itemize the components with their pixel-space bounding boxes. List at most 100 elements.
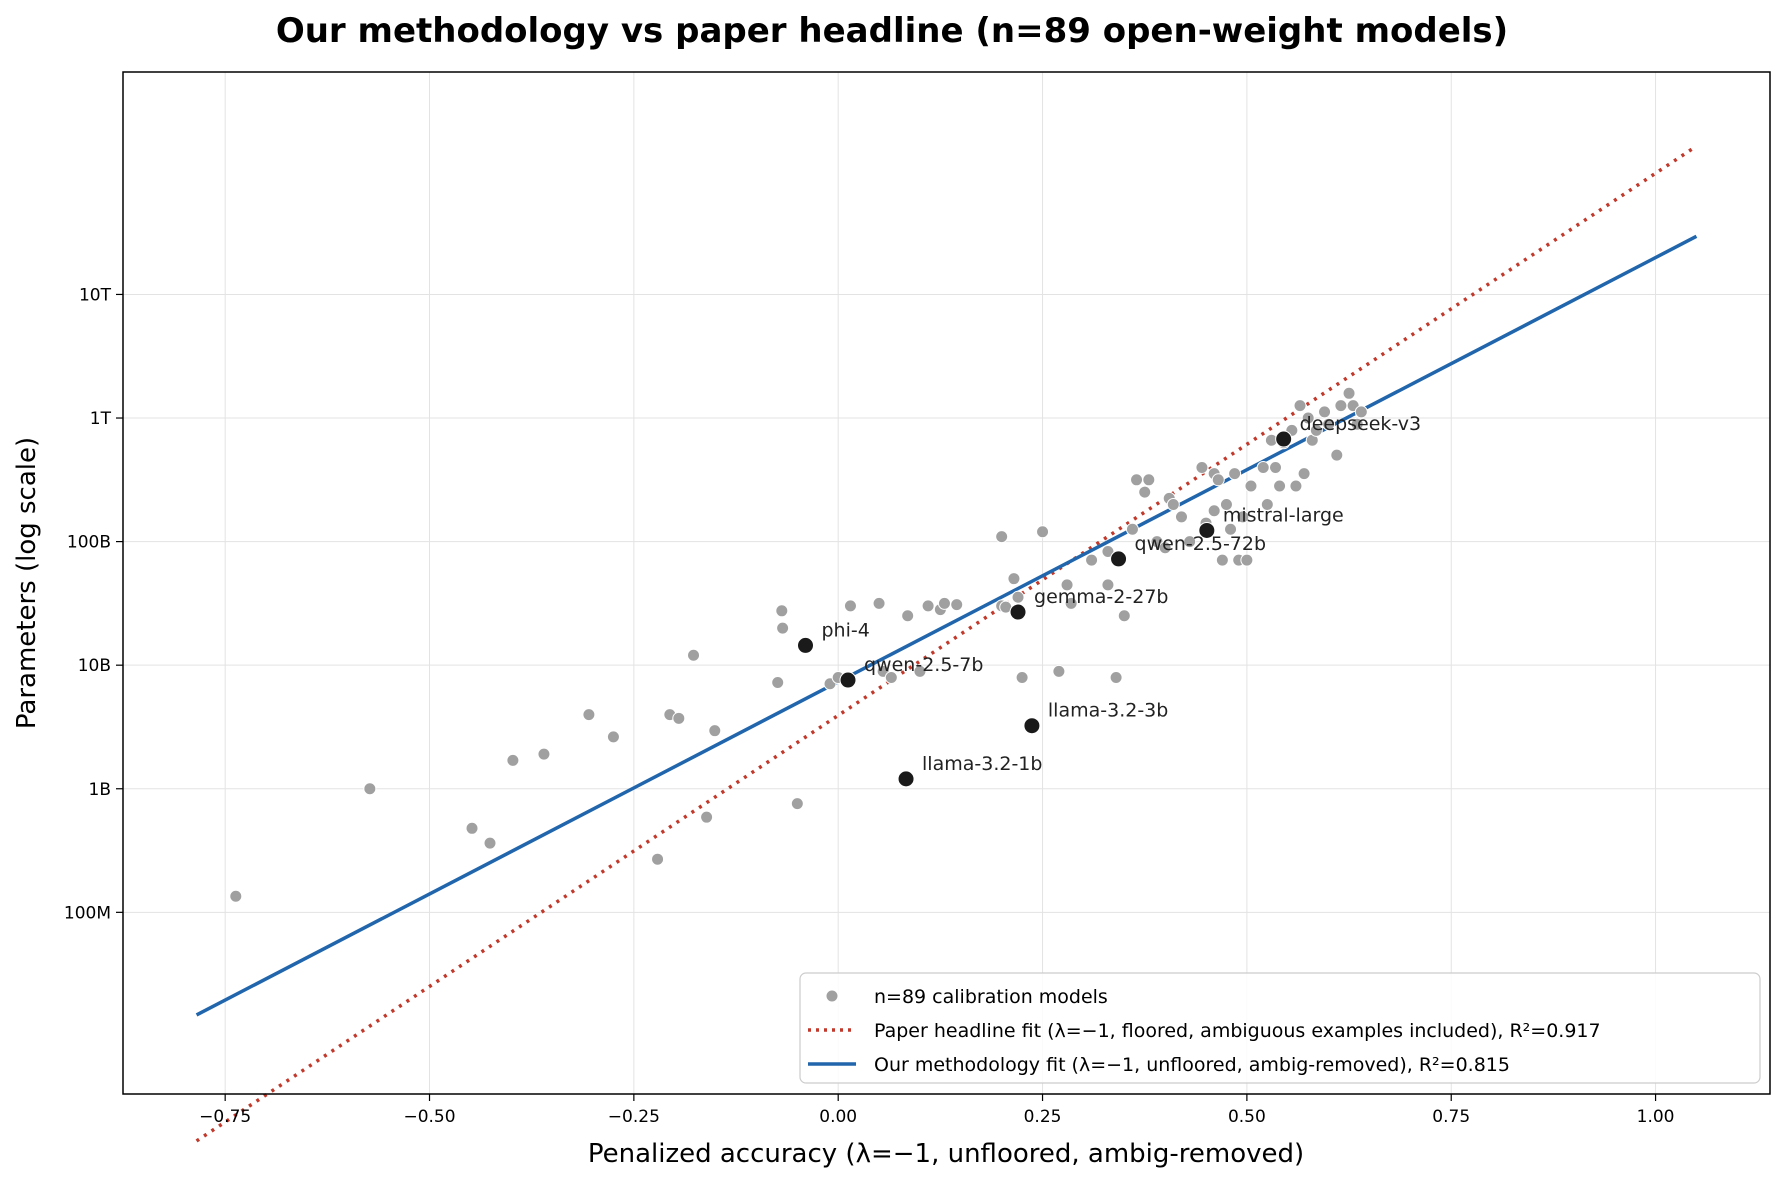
calibration-point (582, 708, 596, 722)
point-label: qwen-2.5-7b (864, 654, 983, 676)
plot-frame (122, 71, 1771, 1095)
calibration-point (1109, 671, 1123, 685)
x-tick-label: 1.00 (1637, 1107, 1675, 1127)
point-label: llama-3.2-1b (922, 753, 1042, 775)
x-tick-label: −0.50 (403, 1107, 455, 1127)
x-axis-ticks: −0.75 −0.50 −0.25 0.00 0.25 0.50 0.75 1.00 (199, 1094, 1674, 1127)
point-label: qwen-2.5-72b (1135, 533, 1267, 555)
legend: n=89 calibration models Paper headline f… (799, 972, 1761, 1084)
legend-entry-paper-fit: Paper headline fit (λ=−1, floored, ambig… (874, 1020, 1601, 1042)
calibration-point (1260, 498, 1274, 512)
highlighted-point (897, 770, 915, 788)
point-labels: phi-4 qwen-2.5-7b llama-3.2-1b gemma-2-27b l… (822, 413, 1422, 775)
grid-lines (123, 72, 1770, 1094)
calibration-point (465, 821, 479, 835)
point-label: deepseek-v3 (1300, 413, 1421, 435)
calibration-point (1330, 448, 1344, 462)
calibration-point (872, 596, 886, 610)
calibration-point (1207, 504, 1221, 518)
y-tick-label: 100M (64, 903, 111, 923)
calibration-point (1256, 460, 1270, 474)
calibration-point (708, 724, 722, 738)
calibration-point (1166, 498, 1180, 512)
calibration-point (1309, 423, 1323, 437)
y-tick-label: 10T (79, 285, 112, 305)
calibration-point (1293, 399, 1307, 413)
calibration-point (483, 836, 497, 850)
calibration-point (1174, 510, 1188, 524)
calibration-point (1036, 525, 1050, 539)
calibration-point (1322, 417, 1336, 431)
calibration-point (1158, 541, 1172, 555)
y-axis-label: Parameters (log scale) (12, 437, 42, 729)
fit-lines (195, 144, 1698, 1143)
data-points (229, 386, 1368, 903)
y-tick-label: 100B (67, 533, 111, 553)
calibration-point (537, 747, 551, 761)
point-label: gemma-2-27b (1034, 586, 1168, 608)
calibration-point (1085, 553, 1099, 567)
calibration-point (1117, 609, 1131, 623)
calibration-point (1007, 572, 1021, 586)
x-tick-label: −0.75 (199, 1107, 251, 1127)
calibration-point (995, 530, 1009, 544)
legend-entry-our-fit: Our methodology fit (λ=−1, unfloored, am… (874, 1054, 1510, 1076)
chart-title: Our methodology vs paper headline (n=89 … (276, 11, 1508, 51)
calibration-point (1060, 578, 1074, 592)
calibration-point (651, 852, 665, 866)
calibration-point (1101, 578, 1115, 592)
calibration-point (1297, 467, 1311, 481)
calibration-point (606, 730, 620, 744)
x-tick-label: 0.25 (1024, 1107, 1062, 1127)
calibration-point (843, 599, 857, 613)
y-axis-ticks: 100M 1B 10B 100B 1T 10T (64, 285, 123, 923)
calibration-point (937, 596, 951, 610)
calibration-point (1183, 535, 1197, 549)
point-label: mistral-large (1223, 504, 1344, 526)
calibration-point (1334, 399, 1348, 413)
calibration-point (950, 598, 964, 612)
calibration-point (1354, 405, 1368, 419)
y-tick-label: 1T (90, 409, 112, 429)
highlighted-point (1275, 430, 1293, 448)
calibration-point (776, 621, 790, 635)
calibration-point (1130, 473, 1144, 487)
calibration-point (1268, 460, 1282, 474)
highlighted-point (1110, 550, 1128, 568)
calibration-point (229, 889, 243, 903)
point-label: phi-4 (822, 619, 870, 641)
calibration-point (775, 604, 789, 618)
calibration-point (1101, 544, 1115, 558)
highlighted-point (1198, 521, 1216, 539)
highlighted-point (1023, 717, 1041, 735)
calibration-point (1052, 664, 1066, 678)
calibration-point (771, 675, 785, 689)
calibration-point (1011, 590, 1025, 604)
calibration-point (1195, 460, 1209, 474)
highlighted-point (839, 671, 857, 689)
calibration-point (1289, 479, 1303, 493)
y-tick-label: 10B (78, 656, 111, 676)
legend-entry-calibration: n=89 calibration models (874, 986, 1108, 1008)
calibration-point (913, 664, 927, 678)
calibration-point (1015, 671, 1029, 685)
calibration-point (1224, 522, 1238, 536)
calibration-point (1064, 596, 1078, 610)
calibration-point (901, 609, 915, 623)
calibration-point (1125, 522, 1139, 536)
x-tick-label: −0.25 (608, 1107, 660, 1127)
y-tick-label: 1B (89, 780, 111, 800)
calibration-point (1142, 473, 1156, 487)
calibration-point (700, 810, 714, 824)
calibration-point (790, 797, 804, 811)
calibration-point (1244, 479, 1258, 493)
calibration-point (1138, 485, 1152, 499)
calibration-point (672, 711, 686, 725)
legend-marker-calibration (825, 989, 839, 1003)
calibration-point (921, 599, 935, 613)
point-label: llama-3.2-3b (1048, 700, 1168, 722)
calibration-point (1219, 498, 1233, 512)
calibration-point (1301, 411, 1315, 425)
calibration-point (1318, 405, 1332, 419)
